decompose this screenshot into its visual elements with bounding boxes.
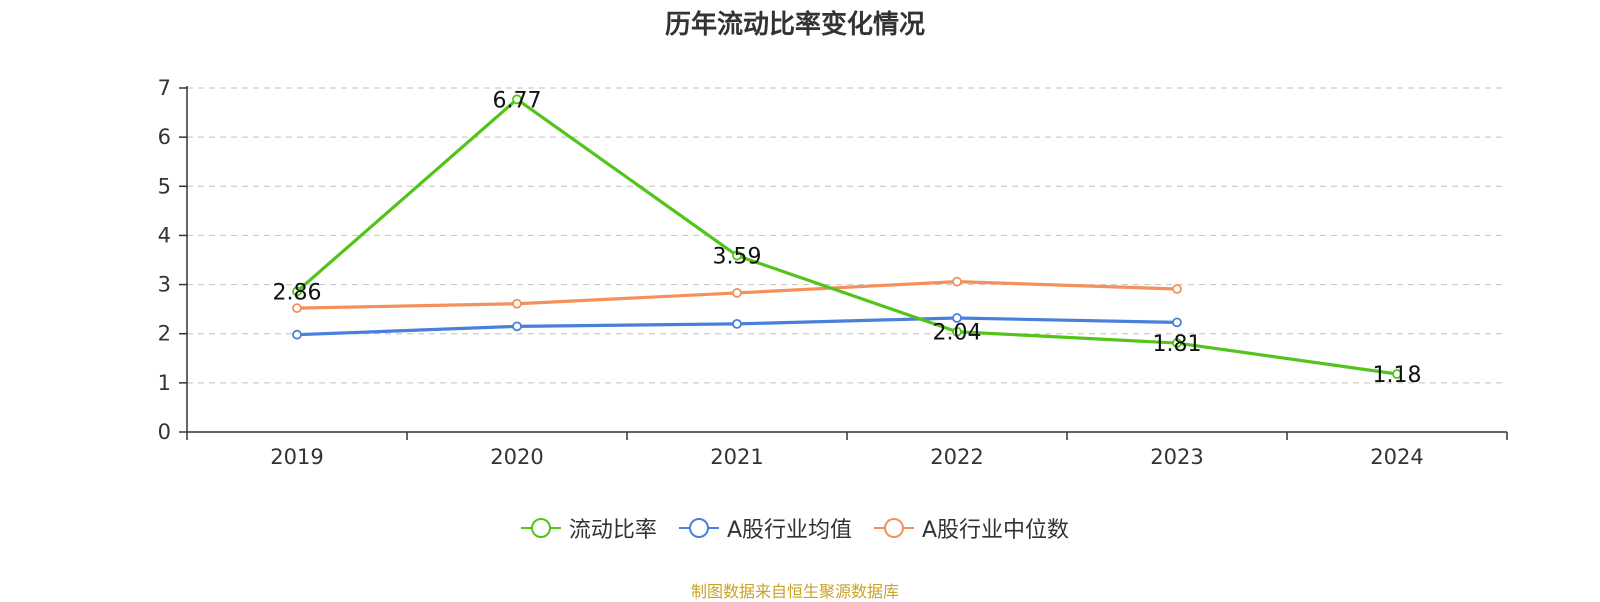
data-label: 1.18 [1373, 363, 1422, 388]
y-tick-label: 4 [158, 223, 171, 247]
data-point[interactable] [952, 326, 962, 337]
data-point[interactable] [512, 298, 522, 309]
series-line [295, 97, 1398, 376]
data-label: 2.04 [933, 321, 982, 346]
x-tick-label: 2024 [1370, 445, 1423, 469]
data-point[interactable] [732, 318, 742, 329]
data-point[interactable] [1172, 284, 1182, 294]
legend-label: A股行业中位数 [922, 518, 1070, 543]
series-lines [292, 94, 1402, 379]
data-point[interactable] [732, 288, 742, 298]
y-tick-label: 6 [158, 125, 171, 149]
legend-line-circle-icon [520, 518, 561, 538]
y-tick-label: 5 [158, 174, 171, 198]
axes: 0 1 2 3 4 5 6 7 2019 2020 2021 2022 2023 2024 [158, 76, 1508, 469]
line-chart: 0 1 2 3 4 5 6 7 2019 2020 2021 2022 2023 2024 2.86 6.7… [158, 76, 1508, 469]
data-point[interactable] [1172, 338, 1182, 348]
legend-label: 流动比率 [568, 518, 657, 543]
data-point[interactable] [732, 250, 742, 261]
y-tick-label: 3 [158, 273, 171, 297]
legend-line-circle-icon [678, 518, 719, 538]
x-tick-label: 2020 [490, 445, 543, 469]
legend-item-industry-mean[interactable]: A股行业均值 [678, 512, 852, 544]
x-tick-label: 2022 [930, 445, 983, 469]
legend-line-circle-icon [874, 518, 914, 538]
data-point[interactable] [292, 286, 302, 297]
data-point[interactable] [1172, 317, 1182, 328]
data-point[interactable] [292, 329, 302, 340]
legend-item-current-ratio[interactable]: 流动比率 [520, 512, 657, 544]
legend-item-industry-median[interactable]: A股行业中位数 [874, 512, 1069, 544]
data-point[interactable] [292, 303, 302, 314]
data-label: 2.86 [273, 280, 322, 305]
legend-label: A股行业均值 [726, 518, 852, 543]
x-tick-label: 2021 [710, 445, 763, 469]
y-tick-label: 7 [158, 76, 171, 100]
data-point[interactable] [952, 313, 962, 323]
grid-lines [187, 87, 1507, 384]
x-tick-label: 2023 [1150, 445, 1203, 469]
data-point[interactable] [512, 321, 522, 332]
data-point[interactable] [952, 276, 962, 287]
data-point[interactable] [1392, 369, 1402, 379]
legend: 流动比率 A股行业均值 A股行业中位数 [0, 512, 1590, 544]
chart-title: 历年流动比率变化情况 [664, 10, 925, 40]
data-label: 6.77 [493, 88, 542, 113]
source-note: 制图数据来自恒生聚源数据库 [690, 582, 899, 601]
data-point[interactable] [512, 94, 522, 105]
data-label: 3.59 [713, 245, 762, 270]
data-label: 1.81 [1153, 332, 1202, 357]
y-tick-label: 0 [158, 420, 171, 444]
y-tick-label: 1 [158, 371, 171, 395]
data-labels: 2.86 6.77 3.59 2.04 1.81 1.18 [273, 88, 1422, 388]
x-tick-label: 2019 [270, 445, 323, 469]
y-tick-label: 2 [158, 322, 171, 346]
